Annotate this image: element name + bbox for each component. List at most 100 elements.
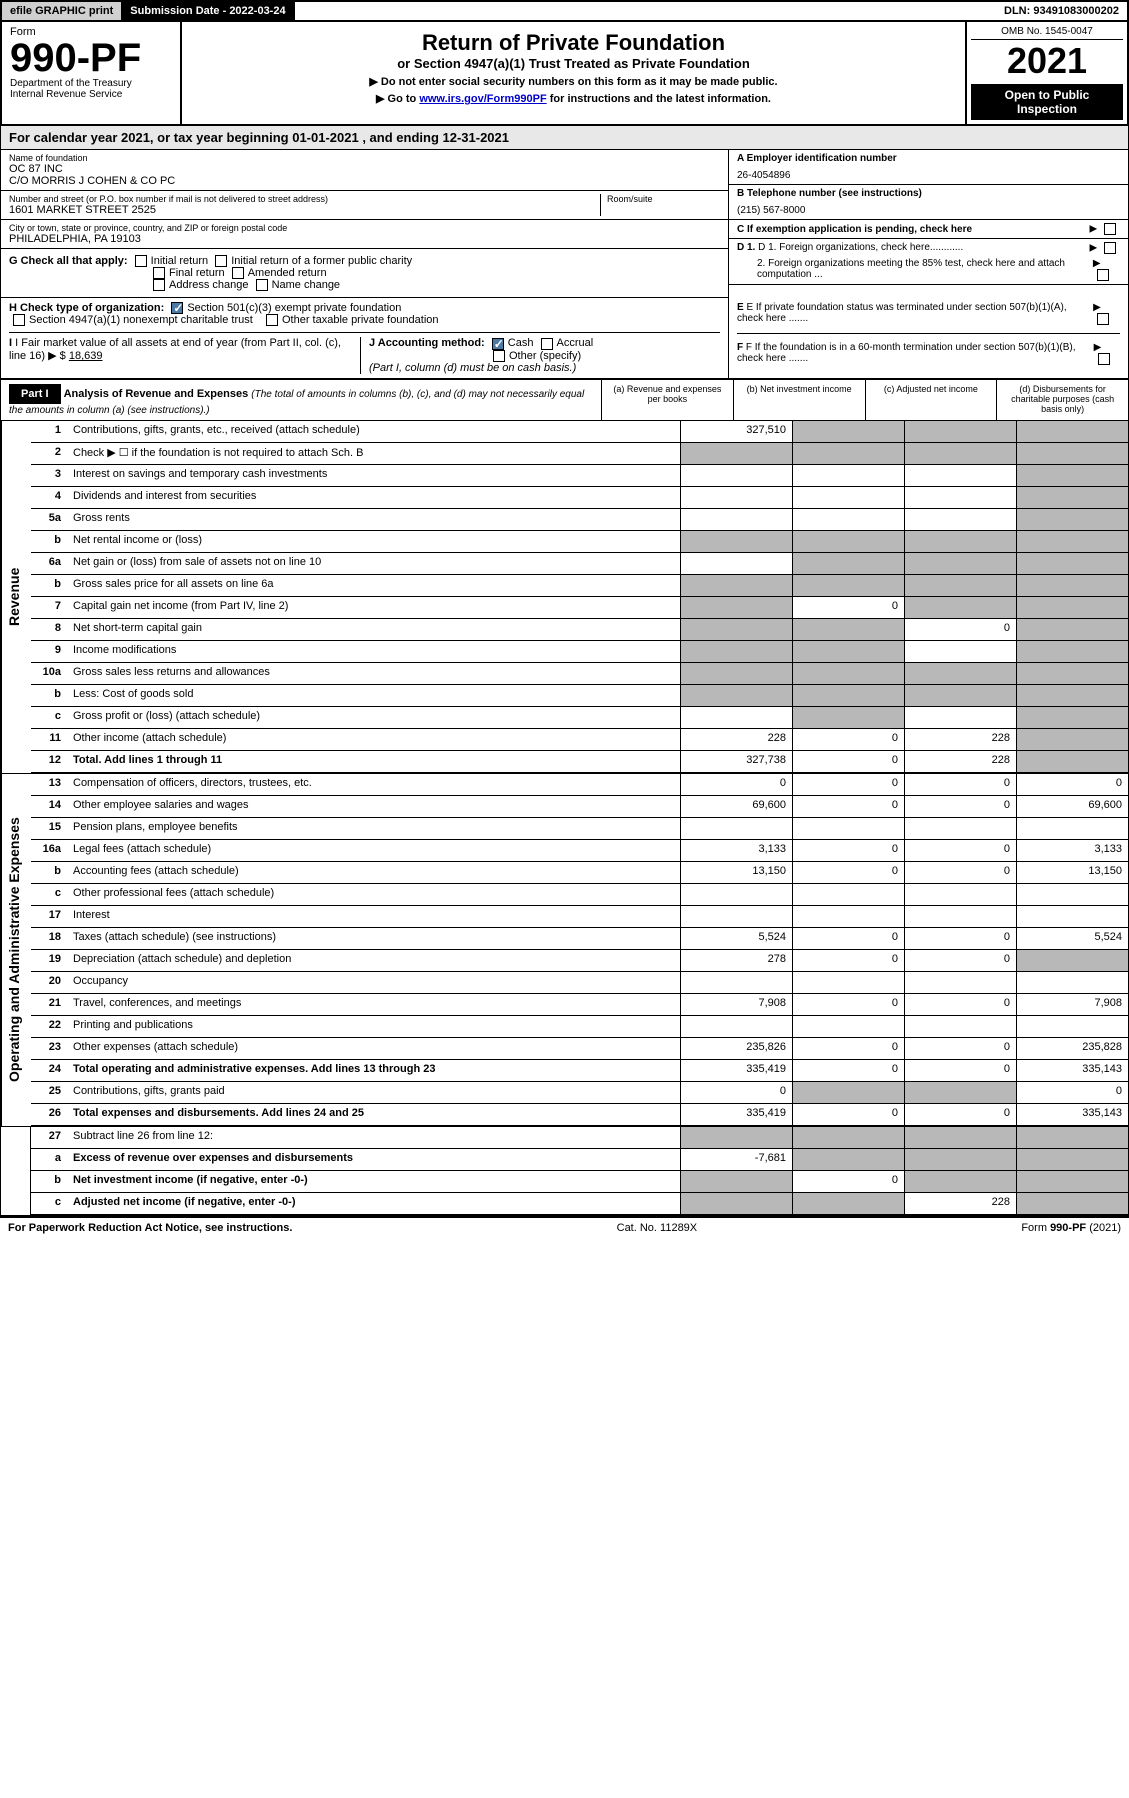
col-b-value [792,884,904,905]
inspection-badge: Open to Public Inspection [971,84,1123,120]
city-state-zip: PHILADELPHIA, PA 19103 [9,233,720,245]
section-c: C If exemption application is pending, c… [737,224,972,235]
col-b-value: 0 [792,774,904,795]
checkbox-f[interactable] [1098,353,1110,365]
col-d-value [1016,575,1128,596]
section-i: I I Fair market value of all assets at e… [9,337,360,373]
col-d-value [1016,531,1128,552]
checkbox-d2[interactable] [1097,269,1109,281]
line-description: Other expenses (attach schedule) [67,1038,680,1059]
line-number: 12 [31,751,67,772]
col-a-value [680,1171,792,1192]
col-b-value [792,1082,904,1103]
col-d-value [1016,1149,1128,1170]
line-row: bGross sales price for all assets on lin… [31,575,1128,597]
checkbox-final-return[interactable] [153,267,165,279]
col-d-value [1016,884,1128,905]
col-b-value [792,619,904,640]
part-1-badge: Part I [9,384,61,404]
col-d-value: 7,908 [1016,994,1128,1015]
col-a-value: 69,600 [680,796,792,817]
line-number: 19 [31,950,67,971]
col-c-value [904,1082,1016,1103]
checkbox-c[interactable] [1104,223,1116,235]
line-row: cOther professional fees (attach schedul… [31,884,1128,906]
line-description: Gross rents [67,509,680,530]
line-description: Dividends and interest from securities [67,487,680,508]
col-d-value: 0 [1016,1082,1128,1103]
line-row: 9Income modifications [31,641,1128,663]
form-header: Form 990-PF Department of the Treasury I… [0,22,1129,126]
col-d-value: 235,828 [1016,1038,1128,1059]
line-row: bLess: Cost of goods sold [31,685,1128,707]
line-number: 11 [31,729,67,750]
col-b-value [792,1193,904,1214]
footer-left: For Paperwork Reduction Act Notice, see … [8,1222,292,1234]
checkbox-501c3[interactable] [171,302,183,314]
calendar-year-line: For calendar year 2021, or tax year begi… [0,126,1129,150]
col-d-value [1016,641,1128,662]
col-b-value: 0 [792,1060,904,1081]
col-c-value: 0 [904,796,1016,817]
checkbox-cash[interactable] [492,338,504,350]
irs-link[interactable]: www.irs.gov/Form990PF [419,93,546,105]
line-number: 2 [31,443,67,464]
expenses-label: Operating and Administrative Expenses [1,774,31,1126]
col-c-value [904,465,1016,486]
col-d-value [1016,729,1128,750]
col-b-value [792,1016,904,1037]
col-b-value: 0 [792,1104,904,1125]
line-row: cAdjusted net income (if negative, enter… [31,1193,1128,1215]
col-c-value [904,972,1016,993]
col-c-value [904,575,1016,596]
line-row: 19Depreciation (attach schedule) and dep… [31,950,1128,972]
col-b-value [792,553,904,574]
col-c-value [904,1149,1016,1170]
col-b-value: 0 [792,1038,904,1059]
expenses-section: Operating and Administrative Expenses 13… [0,773,1129,1126]
tax-year: 2021 [971,40,1123,82]
col-a-value [680,663,792,684]
col-d-value [1016,1193,1128,1214]
col-b-value [792,906,904,927]
ein-value: 26-4054896 [737,170,1120,181]
line-number: 14 [31,796,67,817]
col-d-value [1016,553,1128,574]
col-b-value: 0 [792,729,904,750]
line-number: 26 [31,1104,67,1125]
line-row: 18Taxes (attach schedule) (see instructi… [31,928,1128,950]
checkbox-name-change[interactable] [256,279,268,291]
col-d-value [1016,1127,1128,1148]
col-a-value [680,443,792,464]
checkbox-other-method[interactable] [493,350,505,362]
line-row: 27Subtract line 26 from line 12: [31,1127,1128,1149]
efile-print-button[interactable]: efile GRAPHIC print [2,2,122,20]
line-number: 3 [31,465,67,486]
col-b-value: 0 [792,796,904,817]
line-description: Interest on savings and temporary cash i… [67,465,680,486]
col-d-value [1016,509,1128,530]
checkbox-e[interactable] [1097,313,1109,325]
checkbox-initial-return[interactable] [135,255,147,267]
form-title: Return of Private Foundation [190,30,957,56]
checkbox-d1[interactable] [1104,242,1116,254]
col-a-value [680,641,792,662]
checkbox-initial-former[interactable] [215,255,227,267]
col-b-value [792,1127,904,1148]
line-number: c [31,1193,67,1214]
col-c-value: 228 [904,751,1016,772]
checkbox-accrual[interactable] [541,338,553,350]
checkbox-address-change[interactable] [153,279,165,291]
col-c-value: 0 [904,928,1016,949]
checkbox-4947[interactable] [13,314,25,326]
col-c-value: 228 [904,1193,1016,1214]
checkbox-amended-return[interactable] [232,267,244,279]
line-number: 7 [31,597,67,618]
checkbox-other-taxable[interactable] [266,314,278,326]
fmv-value: 18,639 [69,350,103,362]
line-row: 17Interest [31,906,1128,928]
col-c-value: 0 [904,862,1016,883]
col-c-value [904,818,1016,839]
line-row: 10aGross sales less returns and allowanc… [31,663,1128,685]
section-d1: D 1. D 1. Foreign organizations, check h… [737,242,963,254]
